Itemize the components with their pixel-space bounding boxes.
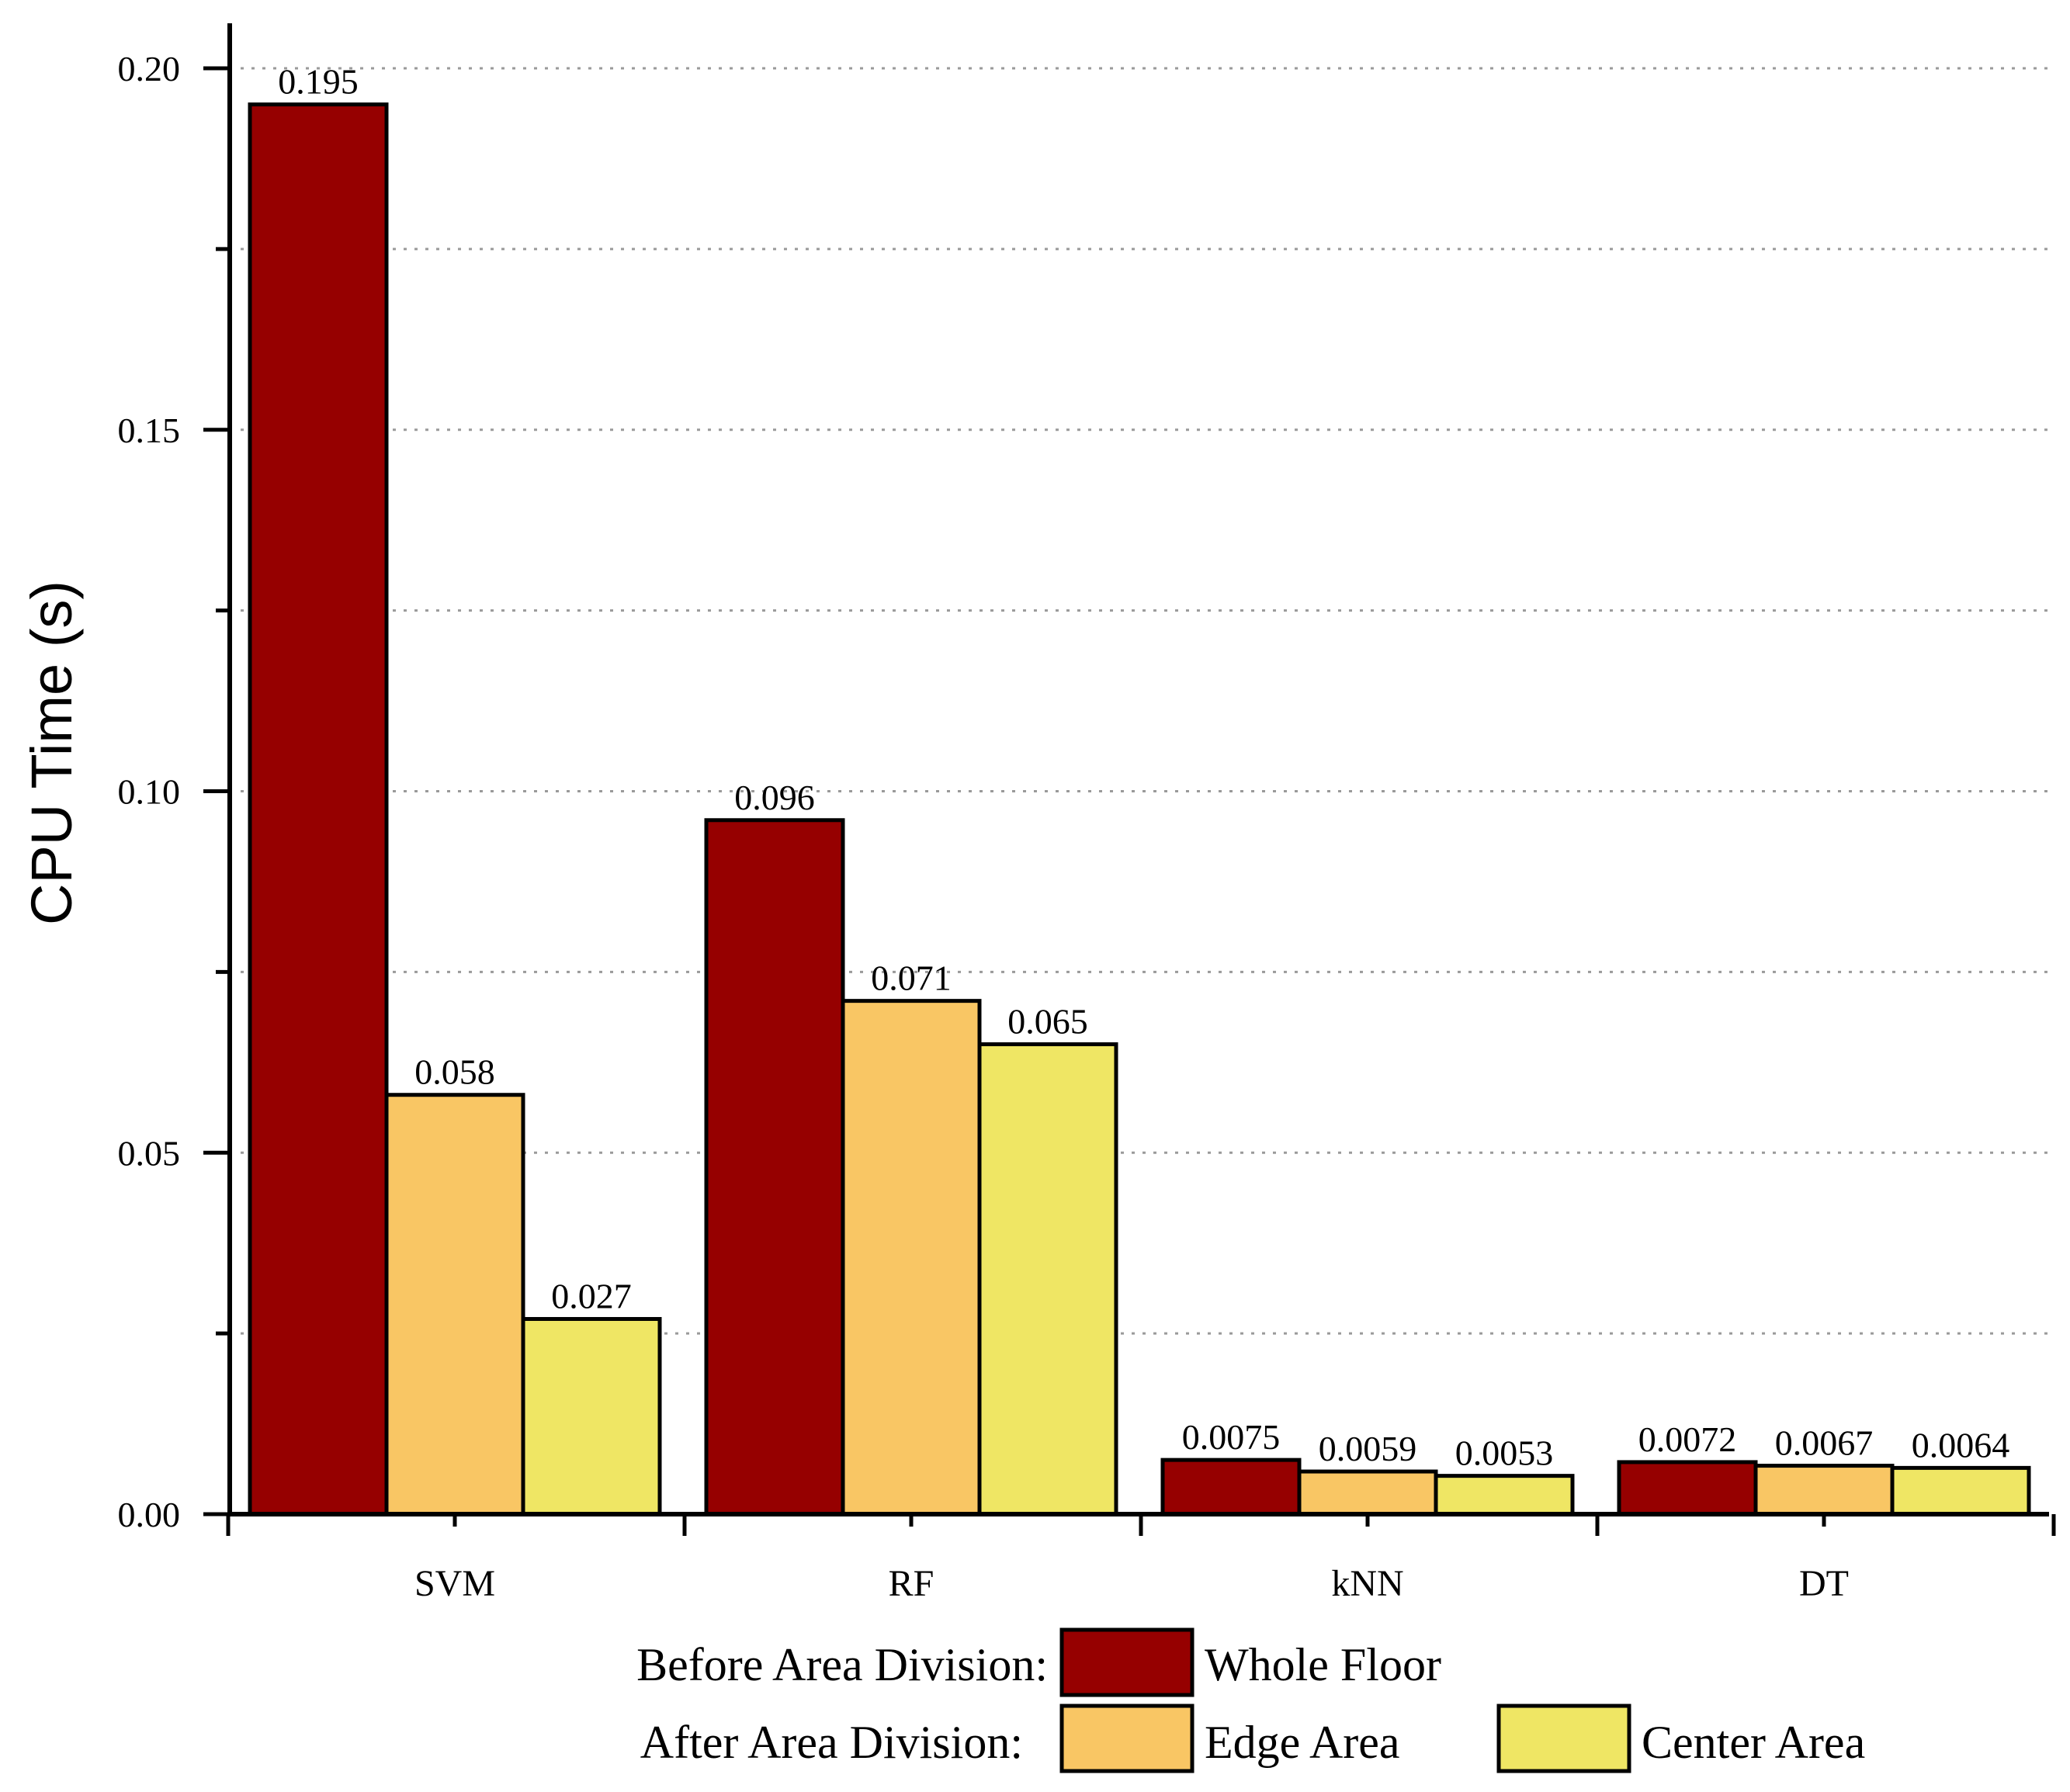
- legend-swatch-center-area: [1496, 1704, 1631, 1773]
- y-axis-label: CPU Time (s): [19, 581, 84, 925]
- y-tick-label: 0.15: [118, 411, 181, 450]
- legend-swatch-whole-floor: [1059, 1627, 1194, 1697]
- bar-svm-edge-area: [384, 1093, 525, 1516]
- x-tick-label-knn: kNN: [1331, 1563, 1403, 1604]
- legend-label-whole-floor: Whole Floor: [1205, 1639, 1441, 1690]
- data-label-dt-whole-floor: 0.0072: [1638, 1419, 1737, 1459]
- data-label-knn-edge-area: 0.0059: [1319, 1429, 1417, 1468]
- data-label-dt-center-area: 0.0064: [1912, 1425, 2010, 1464]
- data-label-rf-edge-area: 0.071: [871, 958, 952, 998]
- y-tick-label: 0.05: [118, 1133, 181, 1173]
- data-label-svm-edge-area: 0.058: [414, 1052, 495, 1092]
- bar-svm-whole-floor: [248, 102, 389, 1516]
- legend-label-center-area: Center Area: [1642, 1717, 1865, 1768]
- bar-knn-center-area: [1434, 1474, 1575, 1516]
- legend: Before Area Division: Whole Floor After …: [636, 1627, 1865, 1773]
- bar-knn-edge-area: [1297, 1469, 1438, 1516]
- bar-rf-edge-area: [841, 999, 982, 1516]
- bar-svm-center-area: [521, 1316, 662, 1516]
- y-tick-label: 0.10: [118, 772, 181, 812]
- x-tick-label-rf: RF: [889, 1563, 934, 1604]
- x-tick-label-svm: SVM: [414, 1563, 495, 1604]
- axes: 0.00 0.05 0.10 0.15 0.20 SVM RF kNN DT: [118, 23, 2056, 1604]
- data-label-svm-whole-floor: 0.195: [278, 62, 359, 102]
- bars: [248, 102, 2031, 1516]
- legend-swatch-edge-area: [1059, 1704, 1194, 1773]
- data-label-knn-whole-floor: 0.0075: [1182, 1417, 1281, 1457]
- data-label-knn-center-area: 0.0053: [1455, 1433, 1554, 1473]
- grid-lines: [241, 67, 2049, 1335]
- bar-dt-whole-floor: [1617, 1460, 1758, 1516]
- data-labels: 0.195 0.058 0.027 0.096 0.071 0.065 0.0075 0.00…: [278, 62, 2009, 1473]
- bar-dt-center-area: [1890, 1465, 2031, 1516]
- legend-label-edge-area: Edge Area: [1205, 1717, 1400, 1768]
- bar-rf-center-area: [977, 1042, 1118, 1516]
- data-label-rf-whole-floor: 0.096: [734, 778, 815, 817]
- data-label-rf-center-area: 0.065: [1007, 1002, 1088, 1042]
- legend-group-title-before: Before Area Division:: [636, 1639, 1048, 1690]
- y-tick-label: 0.20: [118, 49, 181, 88]
- bar-knn-whole-floor: [1160, 1458, 1302, 1516]
- x-tick-label-dt: DT: [1799, 1563, 1849, 1604]
- y-tick-label: 0.00: [118, 1495, 181, 1534]
- bar-rf-whole-floor: [704, 818, 845, 1516]
- legend-group-title-after: After Area Division:: [640, 1717, 1023, 1768]
- bar-dt-edge-area: [1753, 1464, 1895, 1516]
- data-label-dt-edge-area: 0.0067: [1775, 1423, 1874, 1463]
- data-label-svm-center-area: 0.027: [551, 1276, 632, 1315]
